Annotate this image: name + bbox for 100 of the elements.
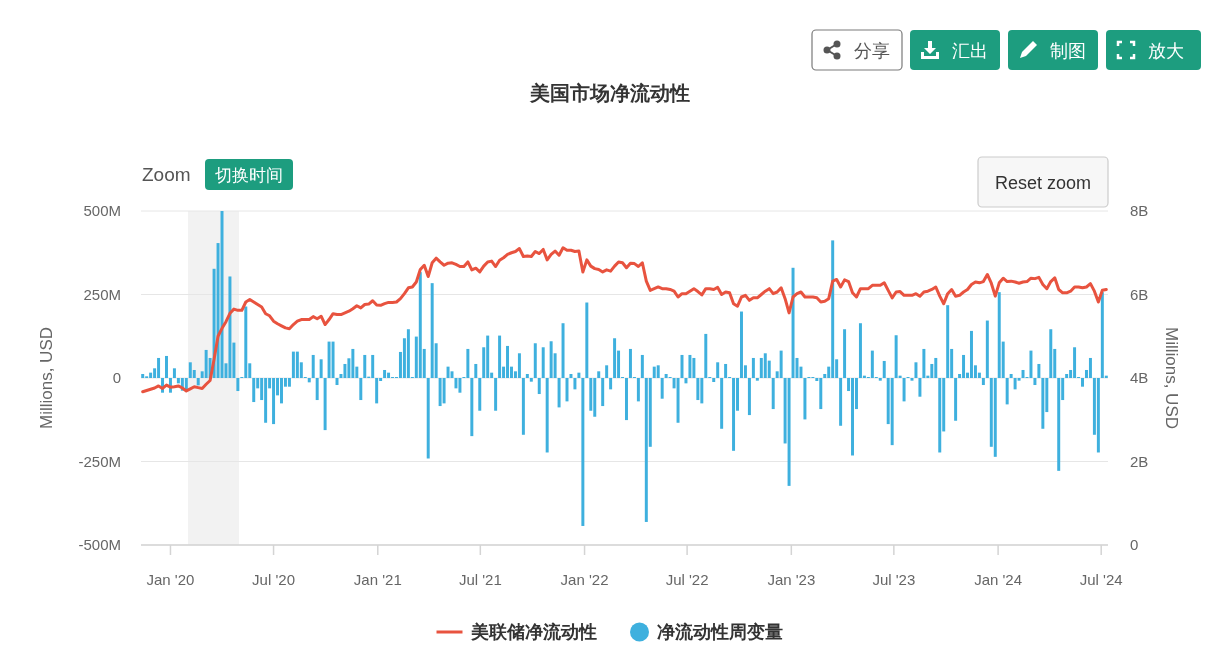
bar bbox=[442, 378, 446, 404]
bar bbox=[882, 360, 886, 378]
bar bbox=[605, 365, 609, 378]
bar bbox=[660, 378, 664, 399]
bar bbox=[1033, 378, 1037, 386]
bar bbox=[141, 373, 145, 378]
bar bbox=[700, 378, 704, 404]
bar bbox=[295, 351, 299, 378]
text: Zoom bbox=[142, 164, 191, 185]
line-series bbox=[141, 246, 1108, 394]
bar bbox=[843, 329, 847, 378]
bar bbox=[652, 366, 656, 378]
bar bbox=[454, 378, 458, 389]
bar bbox=[755, 378, 759, 381]
bar bbox=[791, 267, 795, 378]
bar bbox=[601, 378, 605, 407]
bar bbox=[280, 378, 283, 404]
bar bbox=[1057, 378, 1061, 471]
bar bbox=[656, 365, 660, 378]
bar bbox=[351, 348, 355, 378]
bar bbox=[704, 333, 708, 378]
x-tick-label: Jan '22 bbox=[560, 571, 609, 588]
x-tick-label: Jan '23 bbox=[767, 571, 816, 588]
bar bbox=[938, 378, 942, 453]
bar bbox=[954, 378, 958, 421]
bar bbox=[323, 378, 327, 431]
bar bbox=[1005, 378, 1009, 405]
bar bbox=[157, 357, 161, 378]
bar bbox=[640, 354, 644, 378]
legend-label: 净流动性周变量 bbox=[656, 622, 783, 642]
bar bbox=[521, 378, 525, 435]
bar bbox=[573, 378, 577, 390]
bar bbox=[236, 378, 240, 392]
bar bbox=[525, 373, 529, 378]
bar bbox=[375, 378, 379, 404]
bar bbox=[787, 378, 791, 486]
x-tick-label: Jul '22 bbox=[665, 571, 709, 588]
bar bbox=[1073, 347, 1077, 378]
bar bbox=[962, 354, 966, 378]
x-tick-label: Jan '24 bbox=[974, 571, 1023, 588]
bar bbox=[446, 366, 450, 378]
bar bbox=[533, 343, 537, 378]
y-tick-label: -500M bbox=[78, 536, 121, 553]
bar bbox=[1100, 292, 1104, 378]
bar bbox=[1013, 378, 1017, 390]
bar bbox=[569, 373, 573, 378]
y2-tick-label: 0 bbox=[1130, 536, 1139, 553]
bar bbox=[498, 335, 502, 378]
button: 放大 bbox=[1106, 30, 1201, 70]
bar bbox=[244, 306, 248, 378]
bar bbox=[739, 311, 743, 378]
button: 分享 bbox=[811, 29, 903, 71]
bar bbox=[470, 378, 474, 437]
bar bbox=[291, 351, 295, 378]
bar bbox=[981, 378, 985, 386]
button: Reset zoom bbox=[977, 156, 1109, 208]
bar bbox=[327, 341, 331, 378]
bar bbox=[311, 354, 315, 378]
bar bbox=[545, 378, 549, 453]
bar bbox=[934, 357, 938, 378]
bar bbox=[1041, 378, 1045, 429]
bar bbox=[474, 363, 478, 378]
bar bbox=[894, 335, 898, 378]
bar bbox=[1037, 363, 1041, 378]
button: 切换时间 bbox=[205, 159, 293, 190]
bar bbox=[438, 378, 442, 407]
bar bbox=[803, 378, 807, 420]
y-tick-label: 0 bbox=[112, 369, 121, 386]
bar bbox=[858, 323, 862, 378]
bar bbox=[165, 355, 168, 378]
bar bbox=[1088, 357, 1092, 378]
bar bbox=[430, 283, 434, 378]
bar bbox=[914, 362, 918, 378]
bar bbox=[537, 378, 541, 395]
bar bbox=[466, 348, 470, 378]
y-tick-label: 500M bbox=[83, 202, 121, 219]
bar bbox=[751, 357, 755, 378]
bar bbox=[692, 357, 696, 378]
bar bbox=[890, 378, 894, 446]
bar bbox=[922, 348, 926, 378]
bar bbox=[747, 378, 751, 416]
x-tick-label: Jul '24 bbox=[1079, 571, 1123, 588]
legend-label: 美联储净流动性 bbox=[469, 622, 597, 642]
bar bbox=[196, 378, 200, 386]
bar bbox=[426, 378, 430, 459]
bar bbox=[1049, 329, 1053, 378]
bar bbox=[529, 378, 533, 382]
bar bbox=[252, 378, 256, 403]
y-tick-label: 250M bbox=[83, 285, 121, 303]
bar bbox=[625, 378, 628, 421]
bar bbox=[902, 378, 906, 402]
bar bbox=[636, 378, 640, 402]
bar bbox=[494, 378, 498, 411]
bar bbox=[985, 320, 989, 378]
bar bbox=[759, 357, 763, 378]
bar bbox=[363, 354, 367, 378]
bar bbox=[307, 378, 311, 383]
bar bbox=[486, 335, 490, 378]
bar bbox=[997, 292, 1001, 378]
bar bbox=[418, 272, 422, 378]
